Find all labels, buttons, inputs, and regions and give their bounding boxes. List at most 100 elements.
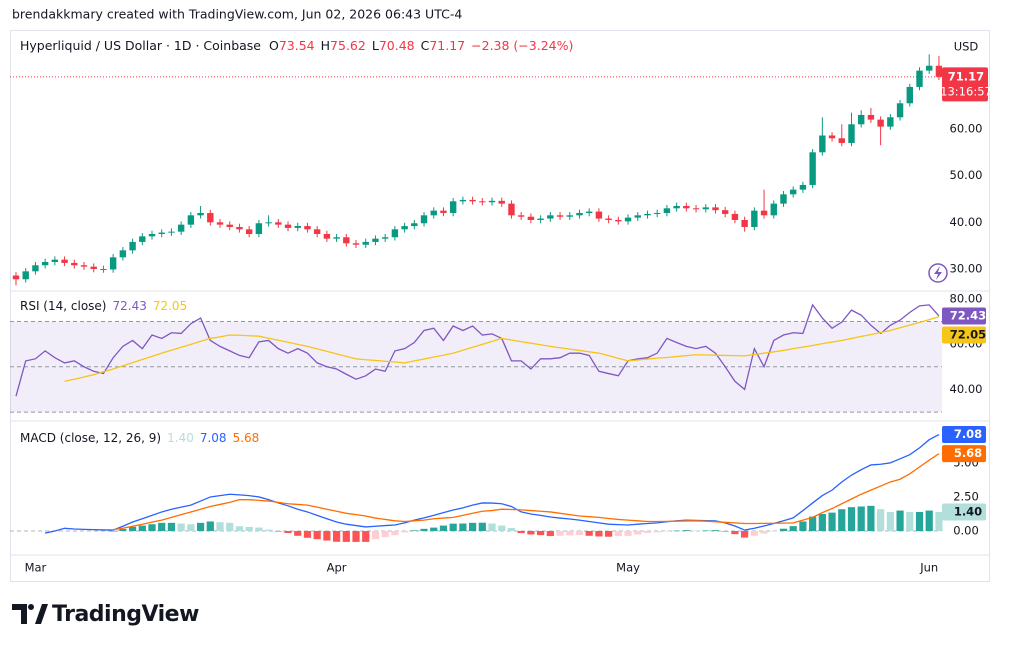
candle-body [284, 224, 292, 228]
candle-body [440, 210, 447, 213]
indicator-legend: MACD (close, 12, 26, 9) 1.40 7.08 5.68 [20, 431, 259, 445]
macd-badge-bg [942, 503, 986, 521]
candle-body [245, 229, 253, 234]
macd-histogram-bar [148, 524, 156, 532]
macd-histogram-bar [303, 531, 312, 538]
candle-body [615, 219, 622, 222]
candle-body [721, 210, 729, 214]
macd-histogram-bar [216, 522, 224, 532]
candle-body [411, 223, 418, 227]
candle-body [527, 216, 535, 220]
candle-body [197, 212, 204, 216]
macd-histogram-bar [498, 525, 506, 532]
candle-body [498, 200, 505, 204]
candle-body [916, 70, 923, 87]
macd-histogram-bar [177, 523, 185, 532]
ohlc-value: 73.54 [279, 38, 315, 53]
candle-body [255, 223, 263, 234]
macd-histogram-bar [935, 511, 943, 532]
candle-body [139, 236, 146, 242]
macd-histogram-bar [235, 526, 244, 532]
candle-body [391, 229, 399, 238]
macd-histogram-bar [624, 531, 632, 536]
macd-histogram-bar [867, 505, 875, 532]
macd-histogram-bar [352, 531, 360, 542]
candle-body [236, 226, 243, 230]
macd-histogram-bar [284, 531, 292, 534]
y-tick-label: 40.00 [950, 215, 983, 229]
candle-body [877, 119, 884, 127]
candle-body [566, 215, 573, 217]
macd-histogram-bar [741, 531, 749, 538]
ohlc-label: C [421, 38, 430, 53]
macd-histogram-bar [711, 530, 720, 532]
macd-histogram-bar [371, 531, 380, 540]
y-tick-label: 50.00 [950, 168, 983, 182]
candle-body [479, 201, 486, 203]
candle-body [605, 218, 612, 220]
candle-body [119, 250, 127, 258]
ohlc-label: L [372, 38, 379, 53]
macd-badge: 7.08 [954, 427, 982, 441]
candle-body [634, 215, 641, 218]
candle-body [517, 215, 525, 217]
macd-histogram-bar [391, 531, 399, 536]
candle-body [760, 210, 768, 216]
candle-body [896, 103, 904, 118]
countdown: 13:16:57 [940, 84, 992, 98]
macd-histogram-bar [653, 531, 661, 533]
candle-body [702, 207, 709, 210]
candle-body [838, 138, 845, 143]
macd-histogram-bar [449, 523, 457, 532]
rsi-badge-bg [942, 326, 986, 344]
macd-histogram-bar [731, 531, 739, 535]
macd-histogram-bar [838, 509, 846, 532]
candle-body [129, 241, 136, 251]
candle-body [401, 226, 408, 230]
y-tick-label: 40.00 [950, 382, 983, 396]
macd-histogram-bar [847, 507, 856, 532]
macd-histogram-bar [488, 523, 496, 532]
candle-body [148, 233, 156, 237]
indicator-legend: RSI (14, close) 72.43 72.05 [20, 299, 187, 313]
macd-histogram-bar [109, 531, 117, 532]
macd-histogram-bar [537, 531, 545, 536]
tradingview-logo [12, 604, 48, 624]
macd-histogram-bar [119, 528, 127, 532]
candle-body [537, 218, 544, 220]
symbol-legend: Hyperliquid / US Dollar · 1D · Coinbase O… [20, 38, 573, 53]
candle-body [323, 233, 331, 239]
macd-histogram-bar [527, 531, 535, 535]
rsi-badge-bg [942, 307, 986, 325]
legend-value: 1.40 [167, 431, 194, 445]
macd-histogram-bar [896, 510, 904, 532]
candle-body [109, 257, 117, 270]
candle-body [585, 211, 593, 213]
macd-histogram-bar [634, 531, 642, 535]
ohlc-value: 71.17 [429, 38, 465, 53]
macd-histogram-bar [857, 506, 865, 532]
candle-body [100, 268, 107, 270]
legend-value: 72.43 [112, 299, 146, 313]
alert-icon [928, 263, 948, 283]
macd-badge-bg [942, 426, 986, 444]
macd-histogram-bar [721, 531, 729, 532]
macd-histogram-bar [381, 531, 389, 538]
candle-body [673, 205, 680, 209]
candle-body [90, 266, 97, 269]
indicator-title: MACD (close, 12, 26, 9) [20, 431, 161, 445]
y-tick-label: 30.00 [950, 261, 983, 275]
macd-histogram-bar [673, 530, 681, 532]
candle-body [158, 232, 165, 234]
macd-badge-bg [942, 445, 986, 463]
candle-body [828, 135, 836, 139]
legend-value: 5.68 [233, 431, 260, 445]
candle-body [352, 243, 360, 245]
macd-badge: 5.68 [954, 446, 982, 460]
legend-value: 72.05 [153, 299, 187, 313]
macd-histogram-bar [158, 522, 166, 532]
macd-histogram-bar [575, 531, 584, 536]
macd-histogram-bar [692, 530, 700, 532]
macd-histogram-bar [877, 509, 885, 532]
